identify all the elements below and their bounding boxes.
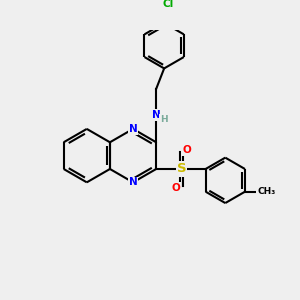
Text: N: N	[129, 124, 137, 134]
Text: Cl: Cl	[163, 0, 174, 9]
Text: CH₃: CH₃	[257, 187, 275, 196]
Text: N: N	[129, 177, 137, 187]
Text: O: O	[182, 145, 191, 155]
Text: H: H	[160, 115, 167, 124]
Text: N: N	[152, 110, 161, 120]
Text: S: S	[177, 163, 186, 176]
Text: O: O	[172, 183, 181, 193]
